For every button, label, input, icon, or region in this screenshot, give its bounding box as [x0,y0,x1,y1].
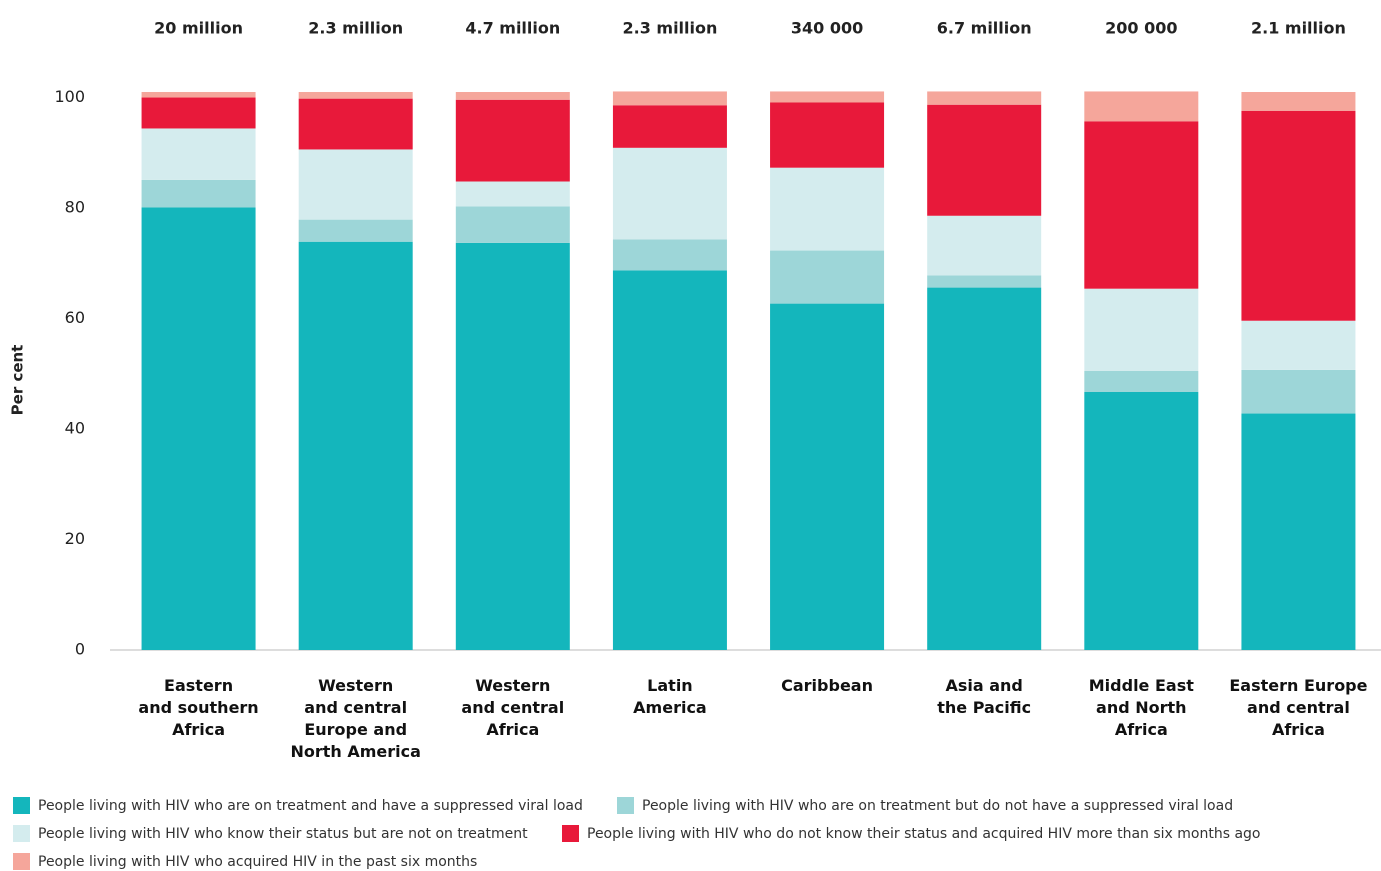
y-tick-label: 60 [65,308,85,327]
legend-item: People living with HIV who are on treatm… [617,797,1233,814]
bar-segment [612,239,727,271]
bar-segment [455,99,570,182]
bar-segment [1241,320,1356,370]
y-tick-label: 40 [65,419,85,438]
bar-segment [455,242,570,650]
x-tick-label: Western and central Africa [461,676,565,739]
total-label: 2.1 million [1251,19,1346,38]
total-label: 2.3 million [308,19,403,38]
legend-item: People living with HIV who know their st… [13,825,528,842]
legend-item: People living with HIV who are on treatm… [13,797,583,814]
total-label: 4.7 million [465,19,560,38]
bar-segment [298,98,413,150]
bar-segment [612,105,727,148]
bar-segment [770,303,885,650]
bar-segment [927,275,1042,288]
legend-item: People living with HIV who do not know t… [562,825,1260,842]
bar-segment [1241,413,1356,650]
legend-label: People living with HIV who do not know t… [587,825,1261,842]
bar-segment [927,91,1042,105]
bar-segment [770,250,885,304]
bar-segment [1241,110,1356,321]
bar-segment [927,287,1042,650]
y-tick-label: 0 [75,640,85,659]
bar-segment [1241,369,1356,414]
x-tick-label: Latin America [633,676,707,717]
y-tick-label: 80 [65,198,85,217]
bar-segment [455,181,570,207]
total-label: 2.3 million [622,19,717,38]
x-tick-label: Western and central Europe and North Ame… [290,676,421,761]
bar-segment [455,206,570,243]
bar-segment [1084,121,1199,289]
total-label: 200 000 [1105,19,1177,38]
legend-label: People living with HIV who are on treatm… [38,797,583,814]
bar-segment [298,149,413,220]
x-tick-label: Middle East and North Africa [1088,676,1194,739]
bar-segment [1084,288,1199,371]
bar-segment [770,91,885,103]
legend-swatch [13,797,30,814]
bar-segment [141,207,256,650]
x-tick-label: Eastern Europe and central Africa [1229,676,1368,739]
legend-swatch [617,797,634,814]
bar-segment [1084,391,1199,650]
bar-segment [927,104,1042,216]
bar-segment [141,97,256,129]
legend-swatch [562,825,579,842]
bar-segment [141,92,256,98]
legend-label: People living with HIV who know their st… [38,825,528,842]
total-label: 6.7 million [937,19,1032,38]
legend-label: People living with HIV who acquired HIV … [38,853,478,870]
bar-segment [298,241,413,650]
y-tick-label: 100 [54,87,85,106]
legend-item: People living with HIV who acquired HIV … [13,853,477,870]
bar-segment [141,179,256,208]
x-tick-label: Eastern and southern Africa [138,676,259,739]
bar-segment [770,167,885,251]
bar-segment [298,92,413,99]
bar-segment [141,128,256,180]
bar-segment [1241,92,1356,111]
total-label: 340 000 [791,19,863,38]
bar-segment [770,102,885,168]
bar-segment [927,215,1042,276]
bar-segment [298,219,413,242]
bar-segment [612,91,727,106]
y-tick-label: 20 [65,529,85,548]
bar-segment [455,92,570,100]
x-tick-label: Caribbean [781,676,873,695]
legend-swatch [13,825,30,842]
legend-swatch [13,853,30,870]
bar-segment [1084,91,1199,122]
bar-segment [612,147,727,240]
bar-segment [1084,371,1199,392]
bar-segment [612,270,727,650]
total-label: 20 million [154,19,243,38]
legend-label: People living with HIV who are on treatm… [642,797,1234,814]
y-axis-label: Per cent [9,345,27,416]
x-tick-label: Asia and the Pacific [937,676,1032,717]
